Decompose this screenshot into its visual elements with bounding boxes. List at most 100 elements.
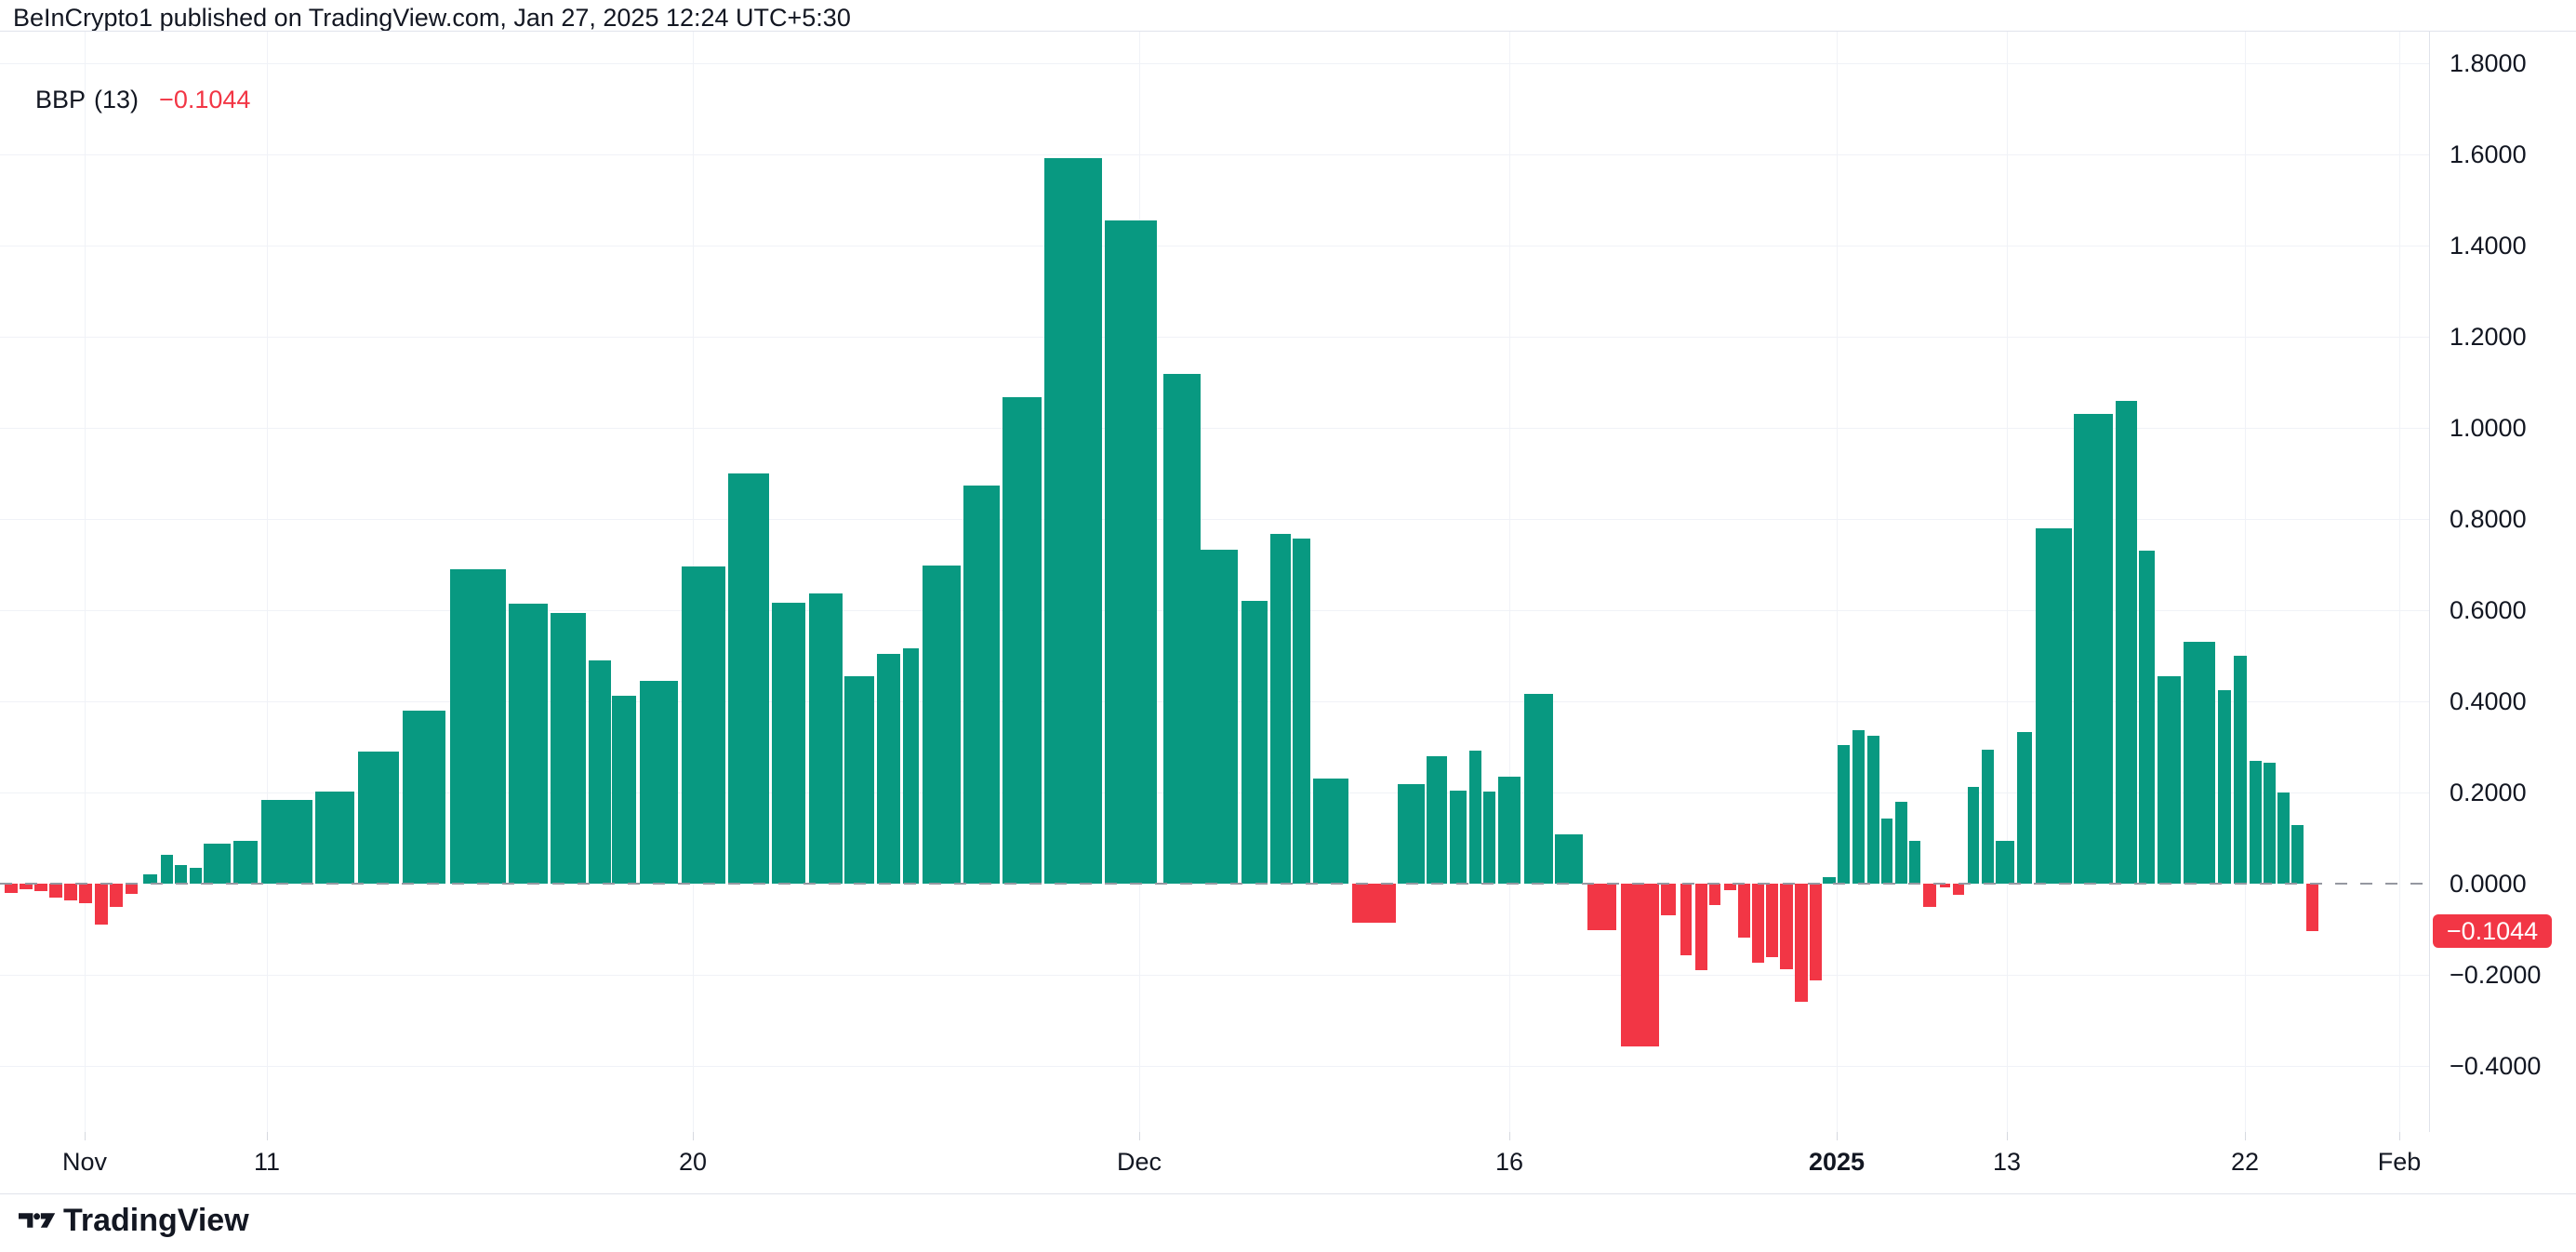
vertical-gridline bbox=[1837, 32, 1838, 1132]
histogram-bar bbox=[1163, 373, 1201, 884]
histogram-bar bbox=[1909, 840, 1920, 884]
time-tick-mark bbox=[2007, 1132, 2008, 1140]
indicator-name: BBP bbox=[35, 86, 86, 113]
histogram-bar bbox=[403, 710, 445, 884]
histogram-bar bbox=[2263, 763, 2276, 884]
histogram-bar bbox=[203, 843, 231, 884]
histogram-bar bbox=[95, 884, 108, 926]
time-tick-label: Dec bbox=[1116, 1148, 1162, 1176]
histogram-bar bbox=[1587, 884, 1616, 930]
histogram-bar bbox=[1780, 884, 1793, 970]
histogram-bar bbox=[2157, 676, 2181, 884]
vertical-gridline bbox=[2007, 32, 2008, 1132]
current-value-badge: −0.1044 bbox=[2433, 914, 2552, 949]
histogram-bar bbox=[844, 676, 874, 884]
histogram-bar bbox=[1003, 396, 1042, 884]
price-tick-label: 1.4000 bbox=[2450, 232, 2527, 260]
histogram-bar bbox=[160, 855, 173, 884]
histogram-bar bbox=[1498, 776, 1520, 884]
horizontal-gridline bbox=[0, 1066, 2429, 1067]
histogram-bar bbox=[2074, 414, 2113, 884]
time-tick-mark bbox=[267, 1132, 268, 1140]
time-tick-mark bbox=[693, 1132, 694, 1140]
tradingview-logo-icon[interactable] bbox=[19, 1205, 56, 1235]
vertical-gridline bbox=[1509, 32, 1510, 1132]
histogram-bar bbox=[2249, 760, 2262, 884]
histogram-bar bbox=[1397, 783, 1425, 884]
histogram-bar bbox=[315, 792, 354, 884]
histogram-bar bbox=[1837, 745, 1850, 884]
histogram-bar bbox=[20, 884, 33, 889]
histogram-bar bbox=[1996, 840, 2014, 884]
histogram-bar bbox=[809, 593, 843, 884]
histogram-bar bbox=[233, 840, 258, 884]
chart-top-border bbox=[0, 31, 2576, 32]
indicator-params: (13) bbox=[94, 86, 139, 113]
zero-line bbox=[0, 883, 2429, 885]
time-tick-label: 22 bbox=[2230, 1148, 2260, 1176]
time-tick-mark bbox=[2245, 1132, 2246, 1140]
time-tick-mark bbox=[1837, 1132, 1838, 1140]
histogram-bar bbox=[450, 568, 506, 884]
time-axis[interactable]: Nov 11 20 Dec 16 2025 13 22 Feb bbox=[0, 1132, 2576, 1194]
histogram-bar bbox=[1939, 884, 1950, 887]
histogram-bar bbox=[2184, 642, 2215, 884]
histogram-bar bbox=[110, 884, 123, 907]
histogram-bar bbox=[1523, 694, 1553, 884]
histogram-bar bbox=[2291, 825, 2304, 884]
histogram-bar bbox=[612, 696, 636, 884]
histogram-bar bbox=[1680, 884, 1692, 956]
histogram-bar bbox=[1795, 884, 1808, 1002]
time-tick-mark bbox=[1509, 1132, 1510, 1140]
histogram-bar bbox=[1894, 802, 1907, 884]
histogram-bar bbox=[1751, 884, 1764, 963]
histogram-bar bbox=[174, 864, 187, 884]
price-tick-label: 1.8000 bbox=[2450, 49, 2527, 77]
histogram-bar bbox=[34, 884, 47, 891]
histogram-bar bbox=[1482, 791, 1495, 884]
histogram-bar bbox=[922, 565, 961, 884]
histogram-bar bbox=[49, 884, 62, 898]
vertical-gridline bbox=[2399, 32, 2400, 1132]
histogram-bar bbox=[358, 751, 399, 884]
histogram-bar bbox=[2277, 792, 2290, 884]
histogram-bar bbox=[1427, 756, 1447, 884]
histogram-bar bbox=[728, 473, 769, 884]
horizontal-gridline bbox=[0, 337, 2429, 338]
time-tick-label: 20 bbox=[678, 1148, 708, 1176]
histogram-bar bbox=[1201, 549, 1238, 884]
histogram-bar bbox=[681, 566, 725, 884]
histogram-bar bbox=[1351, 884, 1396, 923]
histogram-bar bbox=[1852, 729, 1865, 884]
horizontal-gridline bbox=[0, 975, 2429, 976]
price-tick-label: 1.2000 bbox=[2450, 323, 2527, 351]
histogram-bar bbox=[1292, 539, 1310, 884]
histogram-bar bbox=[1709, 884, 1720, 905]
price-tick-label: 0.4000 bbox=[2450, 687, 2527, 715]
tradingview-wordmark[interactable]: TradingView bbox=[63, 1203, 249, 1238]
histogram-bar bbox=[1953, 884, 1964, 895]
price-tick-label: 0.8000 bbox=[2450, 505, 2527, 533]
time-tick-mark bbox=[85, 1132, 86, 1140]
histogram-bar bbox=[2115, 400, 2137, 884]
price-axis[interactable]: −0.1044 1.8000 1.6000 1.4000 1.2000 1.0000 0.… bbox=[2429, 32, 2576, 1132]
histogram-bar bbox=[1313, 778, 1348, 884]
indicator-value: −0.1044 bbox=[159, 86, 251, 113]
histogram-bar bbox=[1823, 877, 1836, 884]
histogram-bar bbox=[1923, 884, 1936, 907]
histogram-bar bbox=[509, 604, 548, 884]
indicator-label[interactable]: BBP (13) −0.1044 bbox=[35, 86, 250, 114]
histogram-bar bbox=[142, 874, 157, 884]
horizontal-gridline bbox=[0, 519, 2429, 520]
chart-area[interactable]: BBP (13) −0.1044 bbox=[0, 32, 2429, 1132]
price-tick-label: 1.0000 bbox=[2450, 414, 2527, 442]
histogram-bar bbox=[1981, 749, 1994, 884]
histogram-bar bbox=[79, 884, 92, 903]
price-tick-label: −0.2000 bbox=[2450, 961, 2542, 989]
histogram-bar bbox=[1450, 791, 1467, 884]
histogram-bar bbox=[2035, 527, 2072, 884]
histogram-bar bbox=[902, 648, 919, 884]
histogram-bar bbox=[125, 884, 138, 894]
vertical-gridline bbox=[85, 32, 86, 1132]
histogram-bar bbox=[1468, 750, 1481, 884]
